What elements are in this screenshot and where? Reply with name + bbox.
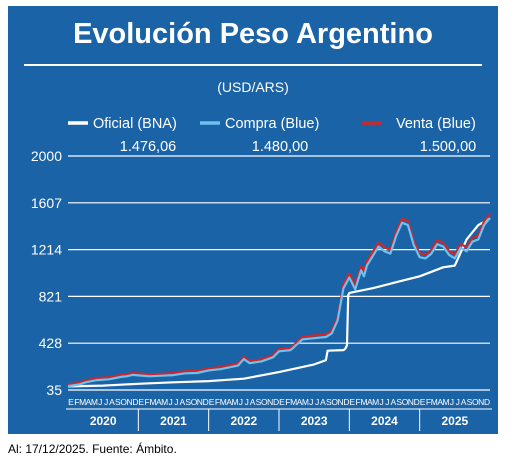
legend-label-venta: Venta (Blue)	[396, 116, 476, 132]
x-tick-month: S	[115, 397, 121, 407]
x-tick-month: N	[337, 397, 343, 407]
legend-value-compra: 1.480,00	[252, 139, 308, 155]
x-tick-month: E	[68, 397, 74, 407]
x-tick-month: N	[267, 397, 273, 407]
x-tick-month: O	[120, 397, 127, 407]
chart-title: Evolución Peso Argentino	[73, 18, 433, 50]
x-tick-month: J	[98, 397, 102, 407]
x-year-label: 2021	[160, 414, 187, 428]
x-tick-month: D	[203, 397, 209, 407]
x-tick-month: M	[290, 397, 297, 407]
x-tick-month: A	[86, 397, 92, 407]
x-tick-month: M	[442, 397, 449, 407]
y-tick-label: 1607	[31, 195, 62, 211]
x-tick-month: S	[326, 397, 332, 407]
x-tick-month: A	[461, 397, 467, 407]
x-tick-month: S	[185, 397, 191, 407]
x-tick-month: D	[484, 397, 490, 407]
x-tick-month: M	[79, 397, 86, 407]
x-tick-month: M	[91, 397, 98, 407]
x-tick-month: D	[414, 397, 420, 407]
x-tick-month: J	[385, 397, 389, 407]
x-tick-month: J	[168, 397, 172, 407]
x-tick-month: A	[367, 397, 373, 407]
x-tick-month: J	[456, 397, 460, 407]
x-tick-month: M	[431, 397, 438, 407]
title-divider	[24, 64, 482, 66]
legend-label-oficial: Oficial (BNA)	[93, 116, 177, 132]
x-tick-month: A	[250, 397, 256, 407]
x-tick-month: M	[231, 397, 238, 407]
x-tick-month: A	[109, 397, 115, 407]
x-tick-month: A	[297, 397, 303, 407]
chart-subtitle: (USD/ARS)	[217, 79, 289, 95]
x-tick-month: N	[408, 397, 414, 407]
x-tick-month: S	[256, 397, 262, 407]
x-tick-month: F	[145, 397, 150, 407]
x-tick-month: O	[331, 397, 338, 407]
x-tick-month: M	[220, 397, 227, 407]
x-year-label: 2024	[371, 414, 398, 428]
x-tick-month: J	[239, 397, 243, 407]
x-tick-month: J	[245, 397, 249, 407]
x-tick-month: O	[261, 397, 268, 407]
x-tick-month: D	[132, 397, 138, 407]
x-year-label: 2022	[230, 414, 257, 428]
x-tick-month: S	[396, 397, 402, 407]
x-tick-month: J	[450, 397, 454, 407]
x-tick-month: O	[191, 397, 198, 407]
source-note: Al: 17/12/2025. Fuente: Ámbito.	[8, 442, 177, 456]
y-tick-label: 428	[39, 335, 63, 351]
x-tick-month: O	[472, 397, 479, 407]
x-tick-month: E	[420, 397, 426, 407]
x-tick-month: F	[285, 397, 290, 407]
x-tick-month: A	[437, 397, 443, 407]
x-tick-month: N	[197, 397, 203, 407]
x-tick-month: J	[309, 397, 313, 407]
x-tick-month: S	[467, 397, 473, 407]
x-year-label: 2025	[441, 414, 468, 428]
y-tick-label: 35	[46, 382, 62, 398]
y-tick-label: 1214	[31, 242, 62, 258]
x-tick-month: E	[138, 397, 144, 407]
x-tick-month: M	[149, 397, 156, 407]
x-tick-month: E	[209, 397, 215, 407]
series-line-oficial	[67, 217, 491, 388]
x-tick-month: D	[343, 397, 349, 407]
legend-label-compra: Compra (Blue)	[225, 116, 319, 132]
x-year-label: 2023	[301, 414, 328, 428]
x-tick-month: F	[74, 397, 79, 407]
legend-value-venta: 1.500,00	[420, 139, 476, 155]
x-tick-month: A	[320, 397, 326, 407]
x-tick-month: F	[356, 397, 361, 407]
x-tick-month: J	[174, 397, 178, 407]
x-tick-month: N	[126, 397, 132, 407]
x-tick-month: J	[315, 397, 319, 407]
x-tick-month: F	[215, 397, 220, 407]
x-tick-month: M	[161, 397, 168, 407]
x-tick-month: E	[279, 397, 285, 407]
x-tick-month: M	[372, 397, 379, 407]
x-tick-month: M	[360, 397, 367, 407]
y-tick-label: 821	[39, 288, 63, 304]
x-year-label: 2020	[90, 414, 117, 428]
x-tick-month: M	[302, 397, 309, 407]
x-tick-month: J	[104, 397, 108, 407]
x-tick-month: A	[156, 397, 162, 407]
x-tick-month: E	[349, 397, 355, 407]
x-tick-month: A	[226, 397, 232, 407]
y-tick-label: 2000	[31, 148, 62, 164]
x-tick-month: J	[379, 397, 383, 407]
x-tick-month: A	[390, 397, 396, 407]
series-line-venta	[67, 213, 491, 386]
x-tick-month: O	[402, 397, 409, 407]
x-tick-month: F	[426, 397, 431, 407]
x-tick-month: N	[478, 397, 484, 407]
x-tick-month: D	[273, 397, 279, 407]
series-line-compra	[67, 217, 491, 388]
legend-value-oficial: 1.476,06	[120, 139, 176, 155]
x-tick-month: A	[179, 397, 185, 407]
